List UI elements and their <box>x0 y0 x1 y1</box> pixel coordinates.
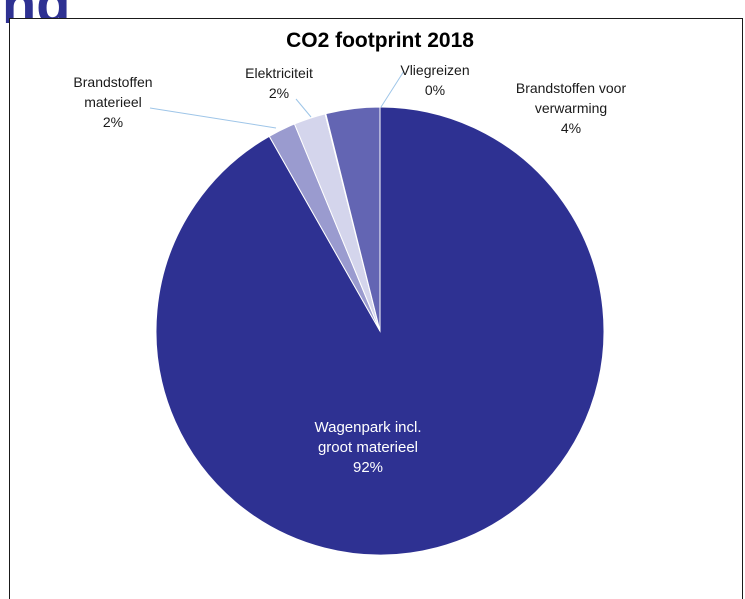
slice-label-line: Brandstoffen voor <box>516 80 627 96</box>
chart-title: CO2 footprint 2018 <box>286 29 474 52</box>
leader-lines <box>149 70 405 129</box>
slice-label-line: materieel <box>84 94 142 110</box>
slice-label-line: Elektriciteit <box>245 65 313 81</box>
leader-line-2 <box>149 107 277 129</box>
slice-label-line: 92% <box>353 459 383 476</box>
pie-slice-5 <box>325 106 381 332</box>
slice-label-line: 2% <box>103 114 123 130</box>
slice-label-3: Elektriciteit 2% <box>245 65 313 101</box>
slice-label-line: Vliegreizen <box>400 62 469 78</box>
slice-label-line: verwarming <box>535 100 607 116</box>
slice-label-line: 0% <box>425 82 445 98</box>
slice-label-line: 2% <box>269 85 289 101</box>
slice-label-line: Wagenpark incl. <box>315 419 422 436</box>
leader-line-3 <box>295 98 312 118</box>
slice-label-1: Wagenpark incl. groot materieel 92% <box>315 419 422 476</box>
leader-line-4 <box>380 70 405 108</box>
slice-label-5: Brandstoffen voor verwarming 4% <box>516 80 627 136</box>
slice-labels: Wagenpark incl. groot materieel 92% Brandst… <box>73 62 626 476</box>
pie-slices <box>155 106 605 556</box>
slice-label-4: Vliegreizen 0% <box>400 62 469 98</box>
slice-label-2: Brandstoffen materieel 2% <box>73 74 152 130</box>
slice-label-line: Brandstoffen <box>73 74 152 90</box>
slice-label-line: groot materieel <box>318 439 418 456</box>
slice-label-line: 4% <box>561 120 581 136</box>
